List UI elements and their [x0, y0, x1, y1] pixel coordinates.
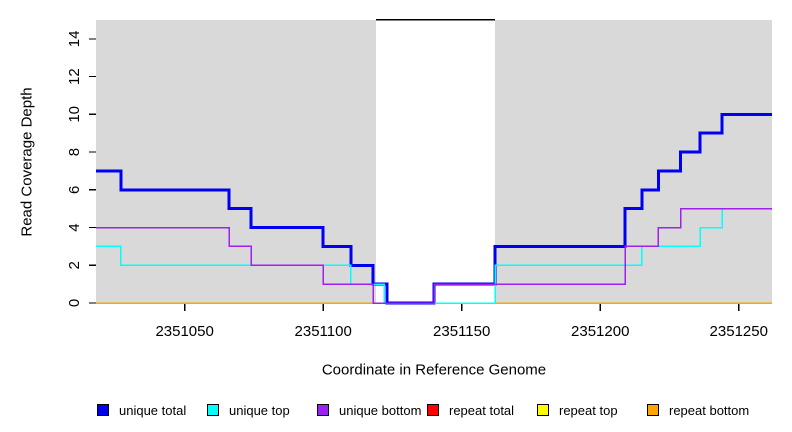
- legend-item-repeat-top: repeat top: [537, 401, 618, 419]
- y-tick-label: 10: [66, 106, 83, 123]
- legend-item-repeat-total: repeat total: [427, 401, 514, 419]
- series-line-unique-bottom: [96, 207, 772, 304]
- legend-swatch-icon: [207, 404, 219, 416]
- legend-item-repeat-bottom: repeat bottom: [647, 401, 749, 419]
- y-tick-label: 14: [66, 31, 83, 48]
- legend-swatch-icon: [317, 404, 329, 416]
- legend-label: repeat total: [449, 402, 515, 418]
- y-tick-label: 2: [66, 261, 83, 269]
- legend-swatch-icon: [427, 404, 439, 416]
- legend-label: repeat top: [559, 402, 618, 418]
- legend-swatch-icon: [647, 404, 659, 416]
- y-tick-label: 4: [66, 223, 83, 231]
- gap-region: [375, 20, 495, 304]
- legend-label: repeat bottom: [669, 402, 750, 418]
- legend-label: unique total: [119, 402, 187, 418]
- legend-item-unique-total: unique total: [97, 401, 186, 419]
- legend-swatch-icon: [537, 404, 549, 416]
- legend-item-unique-top: unique top: [207, 401, 290, 419]
- y-tick-label: 6: [66, 186, 83, 194]
- y-tick-label: 8: [66, 148, 83, 156]
- x-tick-label: 2351100: [295, 323, 352, 340]
- legend-item-unique-bottom: unique bottom: [317, 401, 421, 419]
- y-tick-label: 12: [66, 68, 83, 85]
- x-tick-label: 2351050: [155, 323, 213, 340]
- x-tick-label: 2351250: [710, 323, 768, 340]
- x-axis-title: Coordinate in Reference Genome: [321, 361, 547, 379]
- legend-label: unique top: [229, 402, 290, 418]
- legend-swatch-icon: [97, 404, 109, 416]
- legend-label: unique bottom: [339, 402, 422, 418]
- y-axis-title: Read Coverage Depth: [18, 87, 36, 237]
- legend: unique total unique top unique bottom repea…: [0, 401, 792, 419]
- x-tick-label: 2351150: [433, 323, 490, 340]
- y-tick-label: 0: [66, 299, 83, 307]
- x-tick-label: 2351200: [571, 323, 629, 340]
